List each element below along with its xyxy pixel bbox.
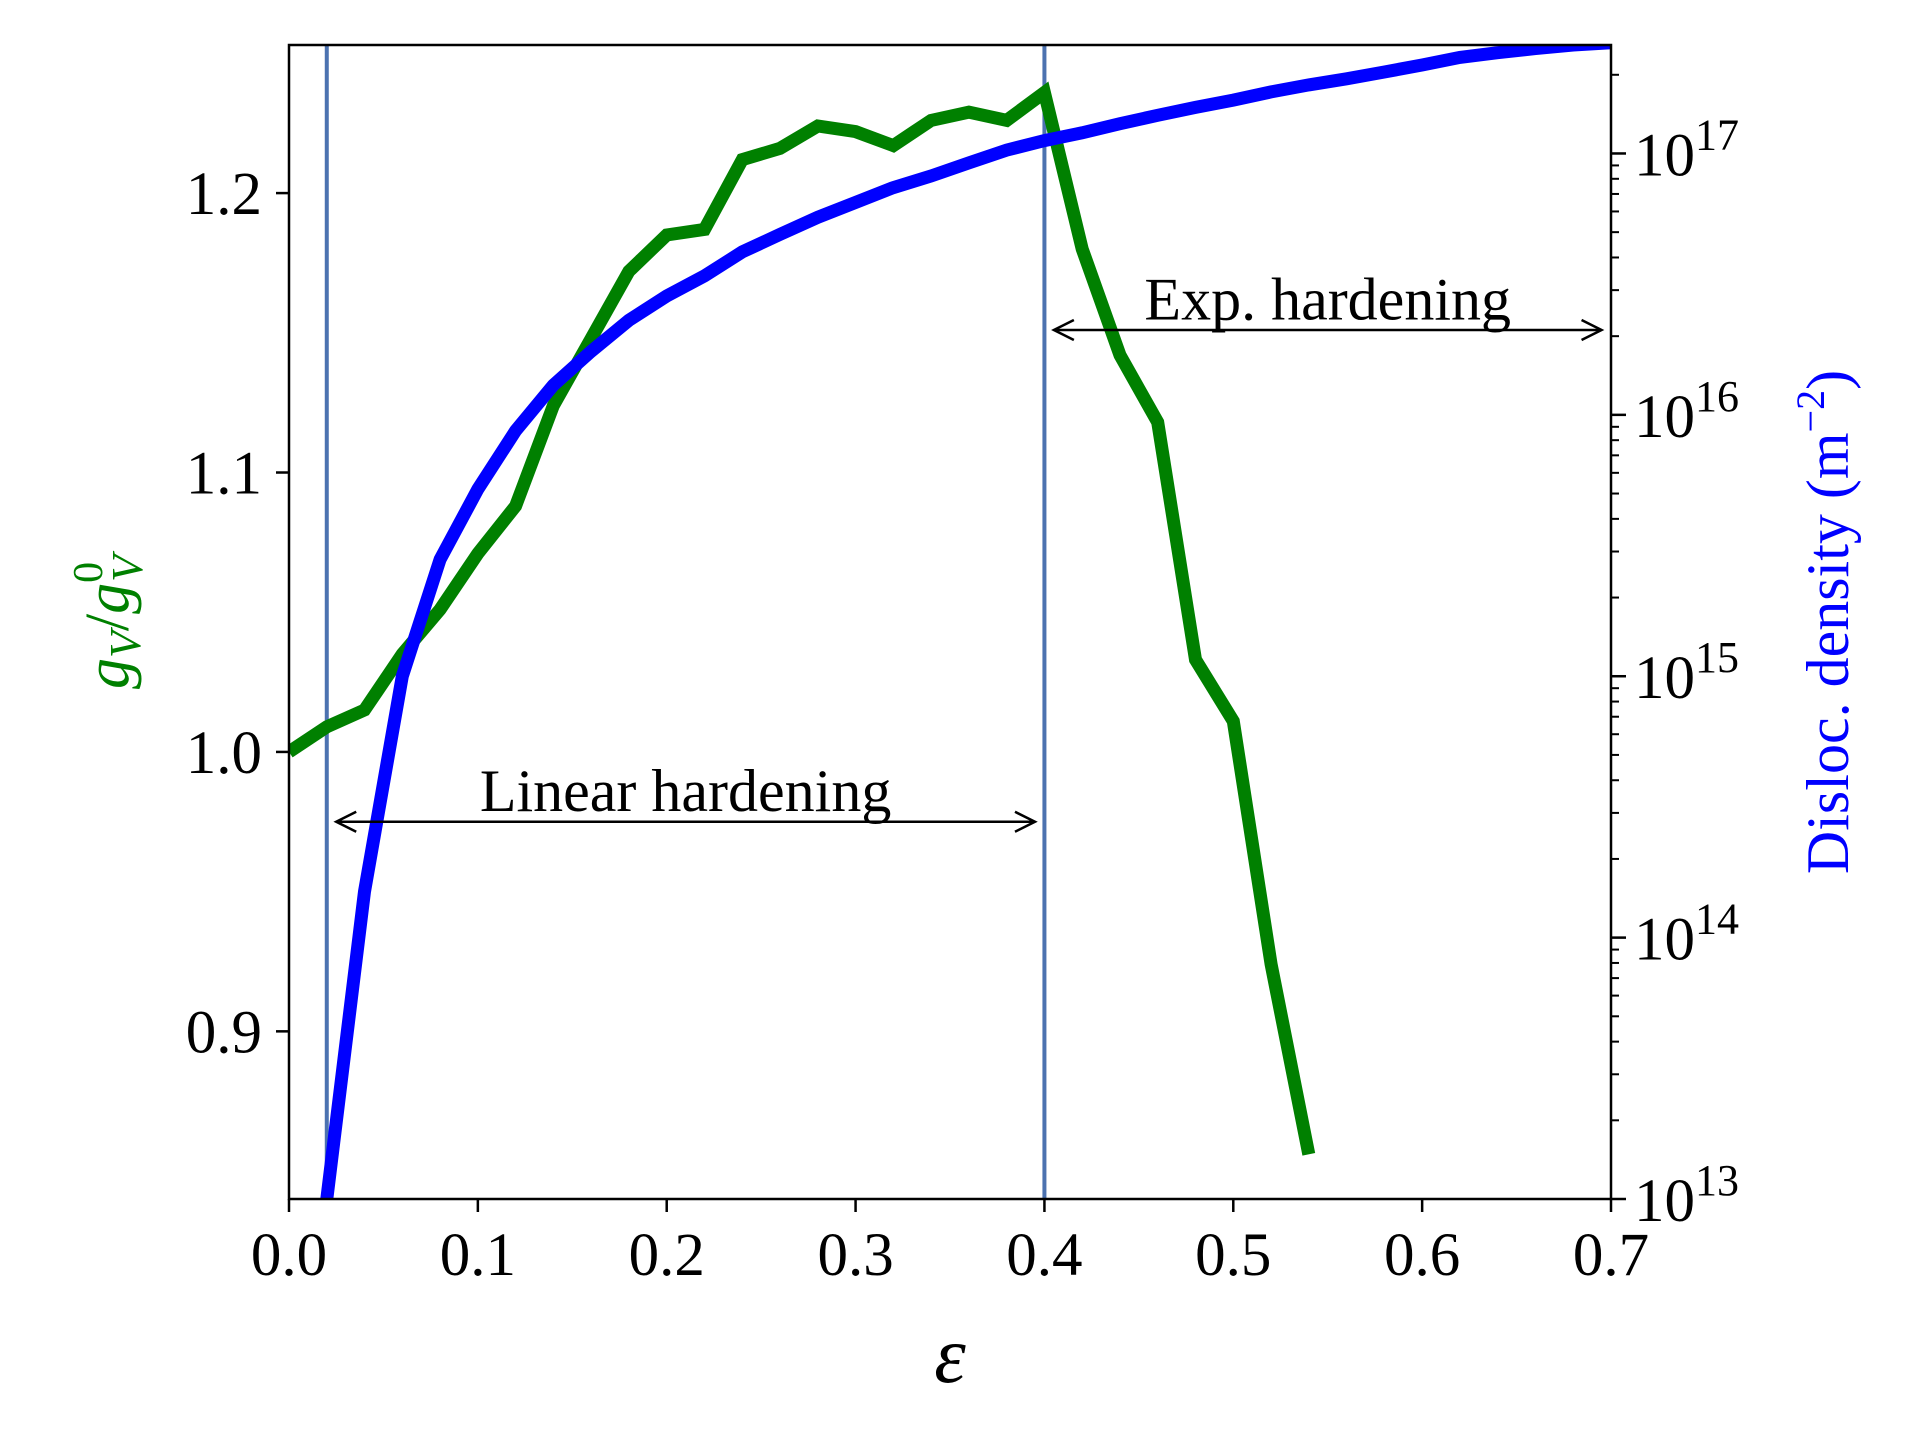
x-tick-label: 0.0 — [251, 1222, 327, 1289]
plot-area — [289, 45, 1611, 1199]
right-y-axis: 1013 1014 1015 1016 1017 — [1611, 73, 1739, 1235]
x-tick-label: 0.3 — [817, 1222, 893, 1289]
arrow-head-left-icon — [333, 810, 357, 833]
right-tick-label: 1016 — [1634, 372, 1739, 451]
left-y-axis: 0.9 1.0 1.1 1.2 — [186, 161, 289, 1066]
left-axis-label: gV/g0V — [66, 550, 152, 689]
arrow-head-right-icon — [1014, 810, 1038, 833]
right-tick-label: 1013 — [1634, 1156, 1739, 1235]
x-tick-label: 0.4 — [1006, 1222, 1082, 1289]
right-tick-label: 1017 — [1634, 110, 1739, 189]
series-line-gv-ratio — [289, 81, 1316, 1156]
x-tick-label: 0.5 — [1195, 1222, 1271, 1289]
arrow-head-right-icon — [1580, 318, 1605, 342]
x-axis-label: ε — [934, 1312, 966, 1400]
x-axis: 0.0 0.1 0.2 0.3 0.4 0.5 0.6 0.7 — [251, 1199, 1649, 1289]
x-tick-label: 0.7 — [1573, 1222, 1649, 1289]
x-tick-label: 0.6 — [1384, 1222, 1460, 1289]
right-tick-label: 1014 — [1634, 895, 1739, 974]
right-tick-label: 1015 — [1634, 633, 1739, 712]
right-axis-label: Disloc. density (m−2) — [1788, 370, 1861, 874]
left-tick-label: 1.2 — [186, 161, 262, 228]
left-tick-label: 1.0 — [186, 720, 262, 787]
arrow-head-left-icon — [1051, 318, 1075, 342]
annotation-text: Exp. hardening — [1144, 266, 1511, 332]
annotations: Linear hardening Exp. hardening — [333, 266, 1605, 833]
plot-frame — [287, 43, 1613, 1201]
left-tick-label: 0.9 — [186, 999, 262, 1066]
left-tick-label: 1.1 — [186, 441, 262, 508]
series-line-disloc-density — [320, 45, 1611, 1199]
x-tick-label: 0.1 — [440, 1222, 516, 1289]
annotation-text: Linear hardening — [480, 758, 891, 824]
x-tick-label: 0.2 — [629, 1222, 705, 1289]
